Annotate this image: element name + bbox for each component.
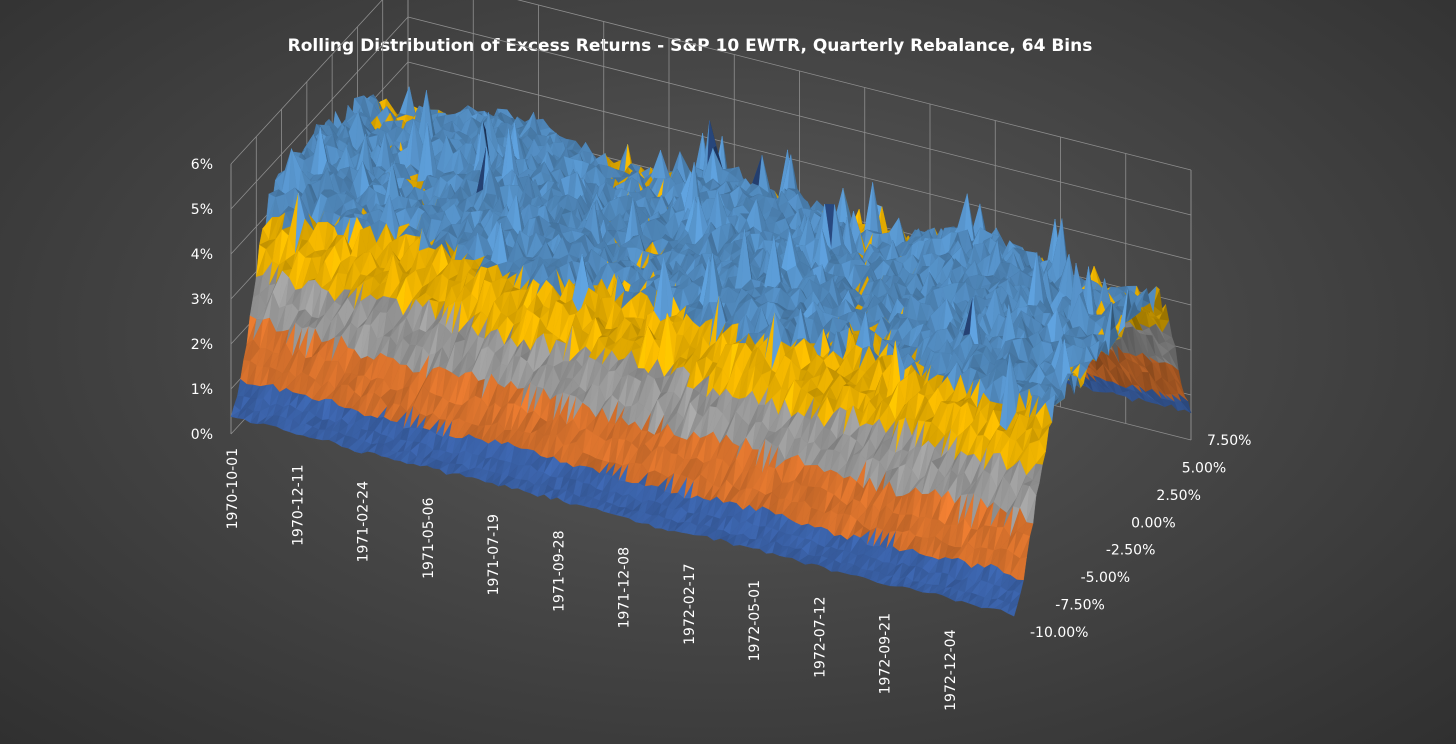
surface xyxy=(230,86,1192,617)
gridline-left-wall xyxy=(230,16,409,210)
gridline-left-wall xyxy=(230,0,383,165)
chart-title: Rolling Distribution of Excess Returns -… xyxy=(288,36,1093,56)
